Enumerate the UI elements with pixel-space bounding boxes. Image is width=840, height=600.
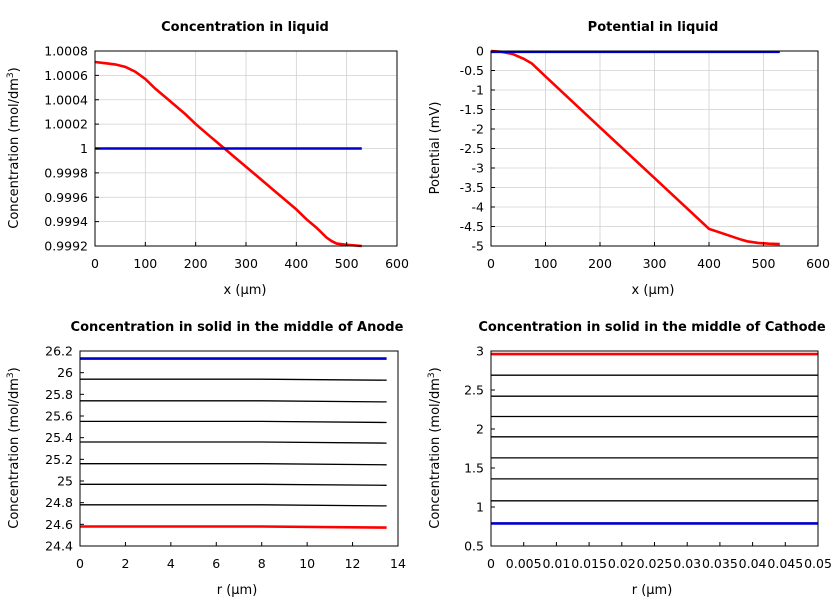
y-tick-label: 1.0008 (44, 44, 88, 59)
x-tick-label: 500 (752, 256, 776, 271)
x-tick-label: 300 (234, 256, 258, 271)
y-axis-label: Potential (mV) (428, 102, 443, 195)
y-axis-label: Concentration (mol/dm3) (427, 367, 443, 529)
y-tick-label: 24.4 (45, 539, 73, 554)
x-axis-label: r (µm) (632, 583, 673, 598)
y-tick-label: 2.5 (464, 383, 484, 398)
x-tick-label: 0.05 (804, 556, 832, 571)
y-tick-label: 26.2 (45, 344, 73, 359)
panel-liquid-concentration: Concentration in liquid 0 100 200 300 400 500… (6, 20, 409, 298)
y-tick-label: 1.0002 (44, 117, 88, 132)
y-tick-label: 3 (476, 344, 484, 359)
y-tick-label: 0.9992 (44, 239, 88, 254)
x-axis-label: x (µm) (224, 283, 267, 298)
x-tick-label: 0.005 (506, 556, 542, 571)
y-tick-label: 1.0004 (44, 92, 88, 107)
x-tick-label: 400 (697, 256, 721, 271)
y-tick-label: -2 (472, 122, 484, 137)
x-tick-label: 0 (76, 556, 84, 571)
y-tick-label: -2.5 (460, 141, 484, 156)
y-tick-label: 1 (476, 500, 484, 515)
y-tick-label: -5 (472, 239, 484, 254)
y-tick-label: 25.6 (45, 409, 73, 424)
x-tick-label: 0.025 (637, 556, 673, 571)
x-tick-label: 0 (91, 256, 99, 271)
x-tick-label: 200 (184, 256, 208, 271)
y-tick-label: 1.5 (464, 461, 484, 476)
plot-frame (79, 350, 399, 547)
y-tick-label: 0.9998 (44, 165, 88, 180)
x-tick-label: 0.03 (673, 556, 701, 571)
y-tick-label: 2 (476, 422, 484, 437)
chart-title: Concentration in liquid (161, 20, 329, 35)
x-tick-label: 0 (487, 256, 495, 271)
y-tick-label: 24.8 (45, 495, 73, 510)
y-tick-label: 0.9994 (44, 214, 88, 229)
series-line (80, 504, 387, 507)
x-tick-label: 200 (588, 256, 612, 271)
x-tick-label: 0.035 (702, 556, 738, 571)
x-tick-label: 14 (390, 556, 406, 571)
y-tick-label: -3 (472, 161, 484, 176)
series-line (94, 60, 362, 248)
series-line (490, 49, 780, 246)
x-axis-label: r (µm) (217, 583, 258, 598)
x-tick-label: 0.045 (767, 556, 803, 571)
plot-frame (490, 350, 819, 547)
series-line (80, 463, 387, 466)
x-tick-label: 10 (299, 556, 315, 571)
x-tick-label: 0.015 (571, 556, 607, 571)
x-tick-label: 600 (385, 256, 409, 271)
y-tick-label: -0.5 (460, 63, 484, 78)
y-tick-label: -4 (472, 200, 485, 215)
x-tick-label: 0.02 (608, 556, 636, 571)
y-tick-label: 0 (476, 44, 484, 59)
y-tick-label: 25.4 (45, 430, 73, 445)
series-line (80, 525, 387, 529)
panel-liquid-potential: Potential in liquid 0 100 200 300 400 500 600 -… (428, 20, 830, 298)
series-line (80, 483, 387, 486)
y-tick-label: 25.8 (45, 387, 73, 402)
y-axis-label: Concentration (mol/dm3) (6, 367, 22, 529)
y-tick-label: 25 (57, 474, 73, 489)
y-tick-label: 1.0006 (44, 68, 88, 83)
series-line (80, 378, 387, 381)
x-tick-label: 300 (643, 256, 667, 271)
x-tick-label: 600 (806, 256, 830, 271)
x-tick-label: 4 (167, 556, 175, 571)
y-tick-label: 24.6 (45, 517, 73, 532)
panel-cathode-solid-concentration: Concentration in solid in the middle of … (427, 320, 832, 598)
x-tick-label: 0.04 (739, 556, 767, 571)
series-line (80, 420, 387, 424)
y-axis-label: Concentration (mol/dm3) (6, 67, 22, 229)
y-tick-label: 26 (57, 365, 73, 380)
x-tick-label: 400 (284, 256, 308, 271)
y-tick-label: 0.5 (464, 539, 484, 554)
chart-title: Concentration in solid in the middle of … (71, 320, 404, 335)
y-tick-label: -3.5 (460, 180, 484, 195)
y-tick-label: 25.2 (45, 452, 73, 467)
y-tick-label: -4.5 (460, 219, 484, 234)
x-tick-label: 100 (133, 256, 157, 271)
x-tick-label: 6 (212, 556, 220, 571)
x-tick-label: 12 (345, 556, 361, 571)
y-tick-label: 1 (80, 141, 88, 156)
x-tick-label: 2 (121, 556, 129, 571)
x-tick-label: 500 (335, 256, 359, 271)
x-tick-label: 8 (258, 556, 266, 571)
x-tick-label: 0.01 (542, 556, 570, 571)
series-line (80, 441, 387, 444)
series-line (80, 400, 387, 403)
y-tick-label: -1.5 (460, 102, 484, 117)
x-tick-label: 0 (487, 556, 495, 571)
chart-title: Concentration in solid in the middle of … (478, 320, 826, 335)
y-tick-label: -1 (472, 83, 484, 98)
x-axis-label: x (µm) (632, 283, 675, 298)
y-tick-label: 0.9996 (44, 190, 88, 205)
x-tick-label: 100 (534, 256, 558, 271)
panel-anode-solid-concentration: Concentration in solid in the middle of … (6, 320, 406, 598)
chart-title: Potential in liquid (588, 20, 719, 35)
